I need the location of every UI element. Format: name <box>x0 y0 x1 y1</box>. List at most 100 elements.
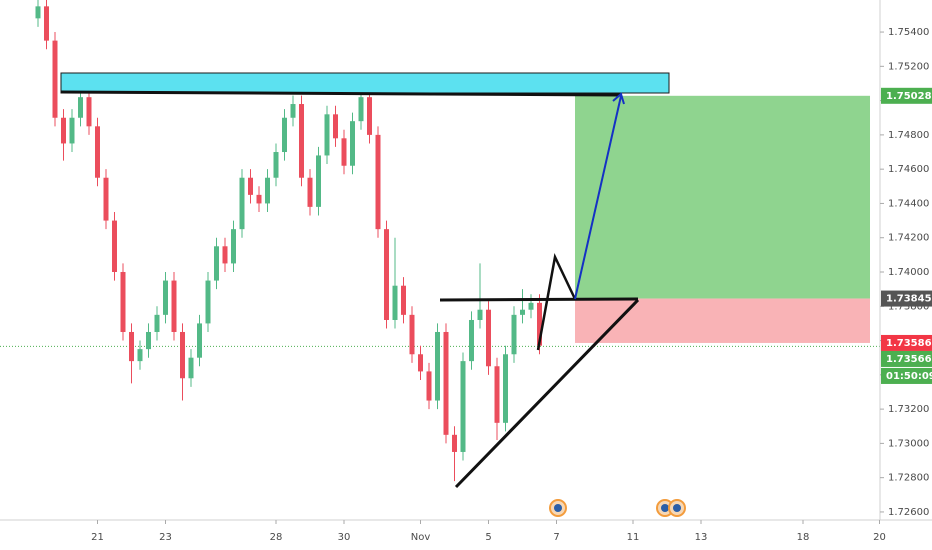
candle-body <box>188 357 194 379</box>
candle-body <box>273 152 279 178</box>
price-marker-label: 1.73845 <box>886 294 932 305</box>
x-tick-label: 21 <box>91 532 104 543</box>
candle-body <box>409 314 415 355</box>
candle-body <box>231 229 236 264</box>
candle-body <box>443 331 449 435</box>
price-marker <box>881 334 932 351</box>
x-tick-label: 18 <box>797 532 810 543</box>
candle-body <box>460 361 466 452</box>
candle-body <box>469 319 474 362</box>
drawings <box>60 72 670 489</box>
candle-body <box>86 97 92 127</box>
resistance-line <box>60 90 621 97</box>
drawings-back <box>0 95 880 347</box>
candle-body <box>418 354 423 372</box>
candle-body <box>137 349 143 362</box>
candle-body <box>78 97 83 118</box>
events[interactable] <box>549 499 686 517</box>
x-tick-label: Nov <box>411 532 431 543</box>
zigzag <box>536 252 577 351</box>
x-tick-label: 23 <box>159 532 172 543</box>
neckline <box>439 297 639 302</box>
y-tick-label: 1.75200 <box>888 61 929 72</box>
event-flag <box>673 504 681 512</box>
candle-body <box>401 285 406 315</box>
candle-body <box>537 302 542 346</box>
candle-body <box>129 331 134 362</box>
candle-body <box>324 114 330 156</box>
candle-body <box>35 6 41 19</box>
candle-body <box>222 246 228 264</box>
x-tick-label: 7 <box>553 532 559 543</box>
price-marker-label: 1.73566 <box>886 354 932 365</box>
candle-body <box>205 280 211 324</box>
price-marker <box>881 290 932 307</box>
candle-body <box>197 323 202 358</box>
candle-body <box>477 309 483 320</box>
candle-body <box>375 134 381 230</box>
countdown-box <box>881 367 932 384</box>
candle-body <box>120 271 126 332</box>
candle-body <box>146 331 151 350</box>
candle-body <box>171 280 177 332</box>
candle-body <box>333 114 338 139</box>
price-marker <box>881 350 932 367</box>
candle-body <box>435 331 440 401</box>
candle-body <box>307 177 313 207</box>
x-tick-label: 11 <box>627 532 640 543</box>
candle-body <box>528 302 534 310</box>
candle-body <box>44 6 49 41</box>
resistance-zone <box>60 72 670 94</box>
candle-body <box>299 104 304 178</box>
x-tick-label: 5 <box>485 532 491 543</box>
candle-body <box>384 229 389 320</box>
y-tick-label: 1.75400 <box>888 27 929 38</box>
candle-body <box>494 366 500 423</box>
candle-body <box>61 117 66 144</box>
candle-body <box>95 126 100 178</box>
candle-body <box>503 354 508 423</box>
candle-body <box>452 434 457 452</box>
y-tick-label: 1.73800 <box>888 301 929 312</box>
event-flag <box>661 504 669 512</box>
x-tick-label: 28 <box>270 532 283 543</box>
y-tick-label: 1.74000 <box>888 267 929 278</box>
countdown: 01:50:09 <box>886 371 932 382</box>
candle-body <box>256 194 262 204</box>
candles <box>35 0 542 482</box>
profit-zone <box>575 95 870 299</box>
candle-body <box>282 117 287 153</box>
candle-body <box>163 280 168 315</box>
price-marker-label: 1.75028 <box>886 91 932 102</box>
x-tick-label: 13 <box>695 532 708 543</box>
candle-body <box>180 331 185 379</box>
candle-body <box>265 177 270 204</box>
candle-body <box>358 97 364 122</box>
candle-body <box>154 314 160 332</box>
y-tick-label: 1.74600 <box>888 164 929 175</box>
candle-body <box>69 117 75 144</box>
y-tick-label: 1.72800 <box>888 473 929 484</box>
y-tick-label: 1.73000 <box>888 438 929 449</box>
price-marker <box>881 87 932 104</box>
price-marker-label: 1.73586 <box>886 338 932 349</box>
candle-body <box>341 138 347 166</box>
y-tick-label: 1.74200 <box>888 233 929 244</box>
candle-body <box>248 177 253 195</box>
candle-body <box>486 309 491 367</box>
event-flag <box>554 504 562 512</box>
x-tick-label: 20 <box>873 532 886 543</box>
candle-body <box>511 314 517 355</box>
y-tick-label: 1.73200 <box>888 404 929 415</box>
candle-body <box>239 177 245 230</box>
y-tick-label: 1.74800 <box>888 130 929 141</box>
y-tick-label: 1.72600 <box>888 507 929 518</box>
candle-body <box>350 121 355 166</box>
candle-body <box>392 285 398 320</box>
candle-body <box>426 371 432 401</box>
y-tick-label: 1.74400 <box>888 198 929 209</box>
x-tick-label: 30 <box>338 532 351 543</box>
candle-body <box>214 246 219 281</box>
candle-body <box>367 97 372 135</box>
candle-body <box>103 177 109 221</box>
